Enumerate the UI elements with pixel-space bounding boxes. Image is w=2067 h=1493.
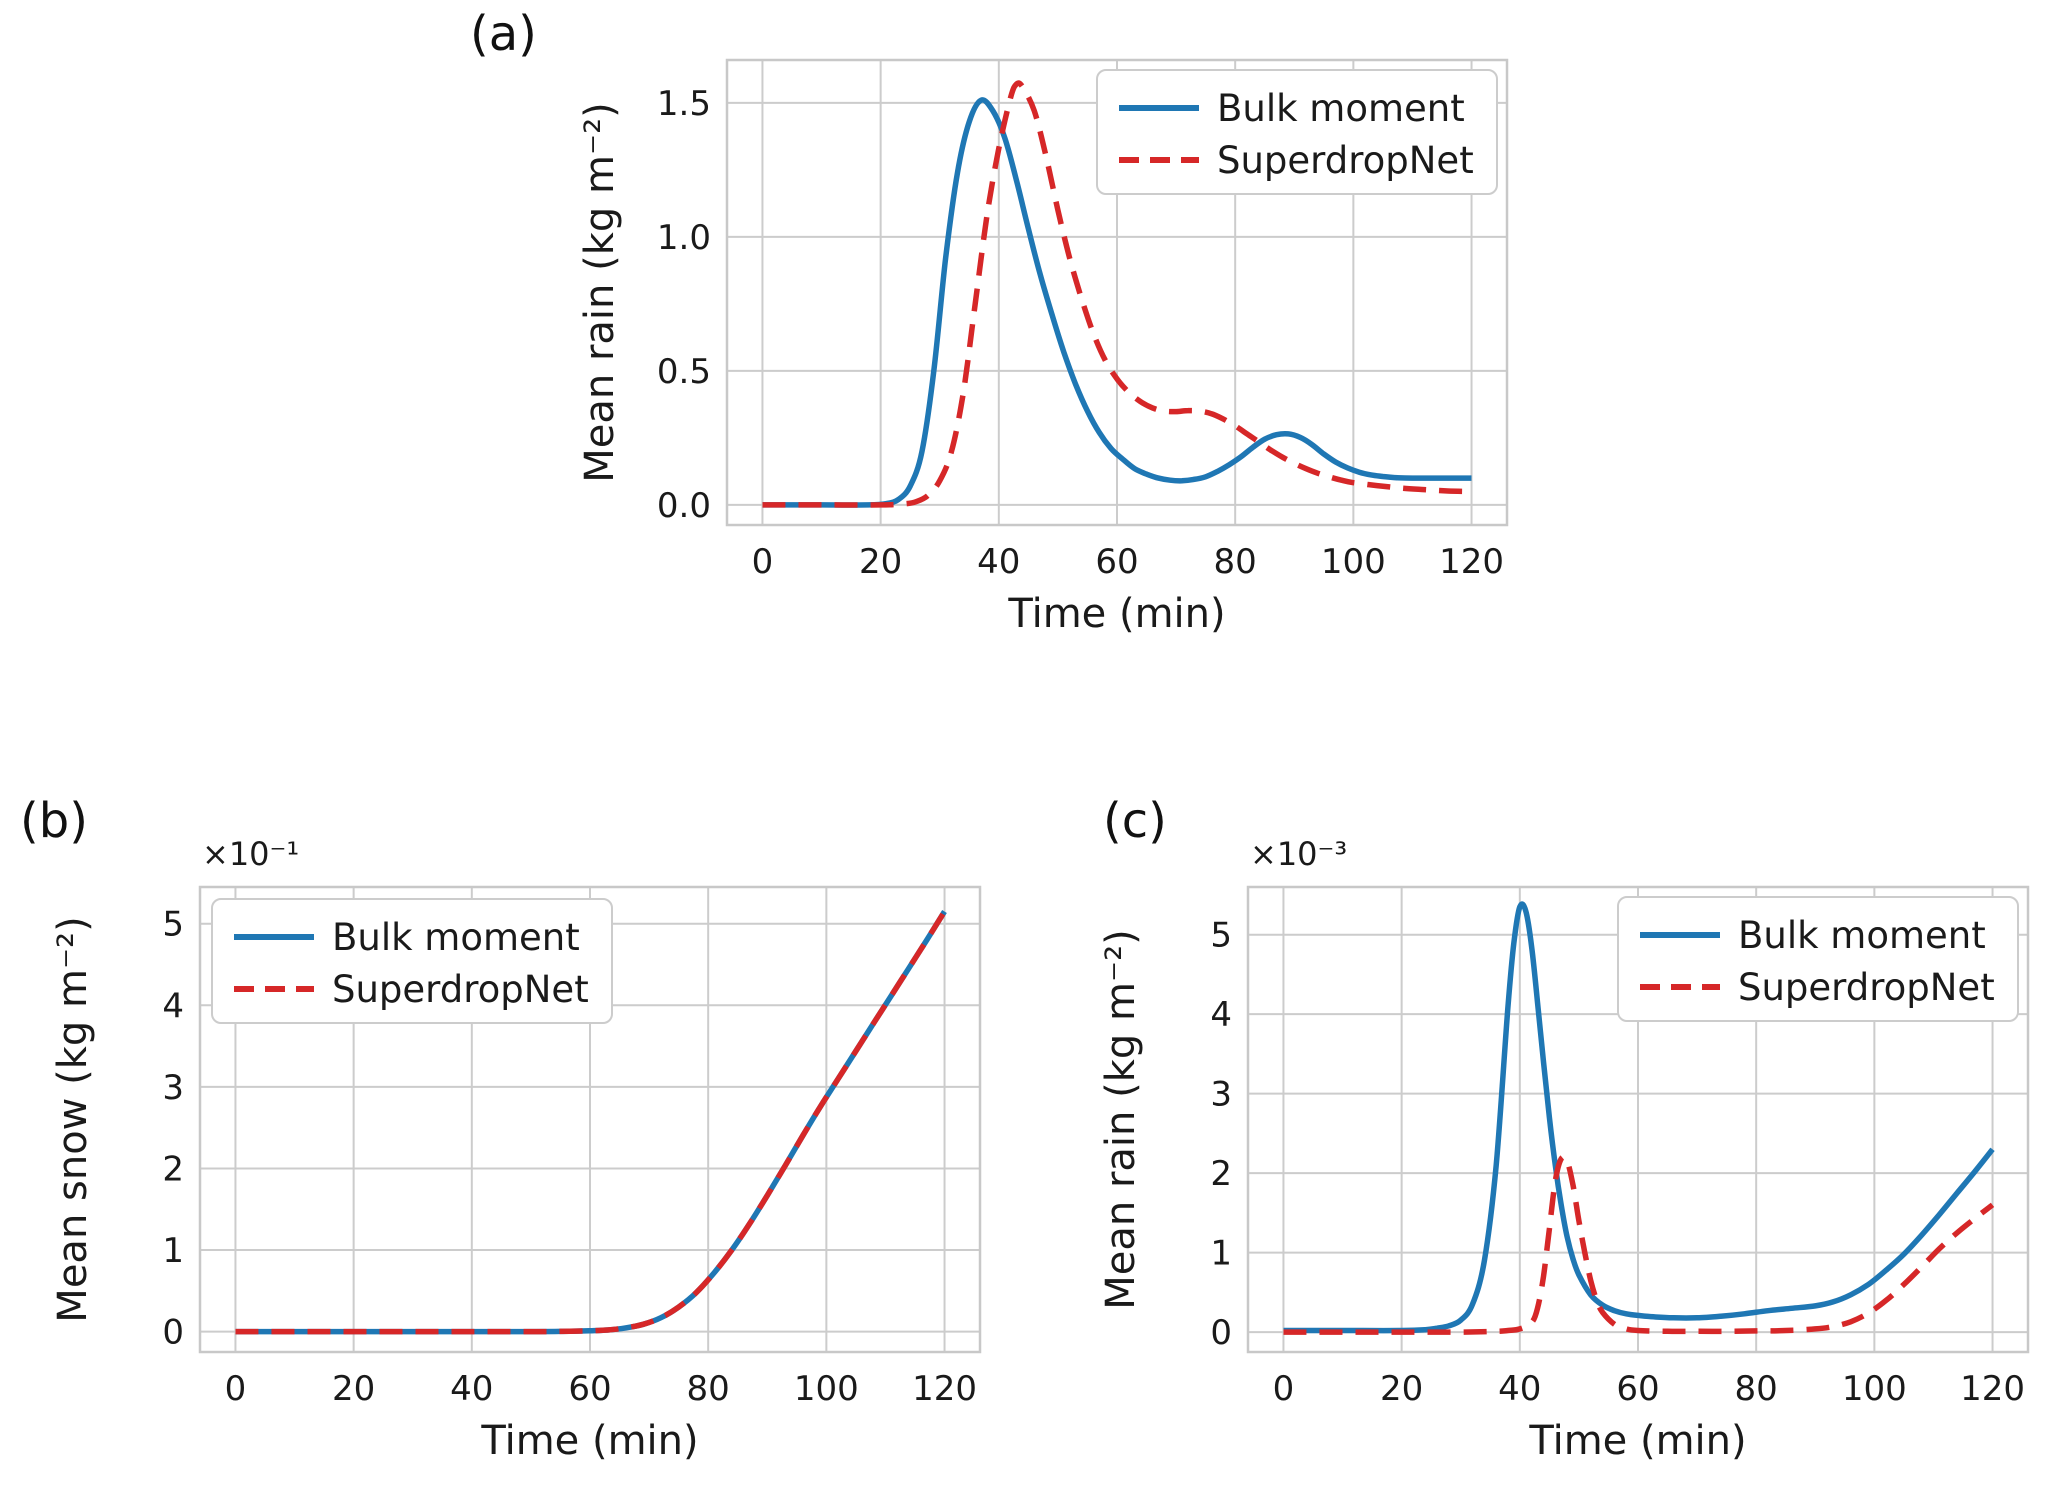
legend-label: Bulk moment [1217, 87, 1465, 130]
x-tick-label: 120 [1439, 542, 1504, 582]
x-tick-label: 0 [225, 1369, 247, 1409]
grid-lines [727, 60, 1507, 525]
legend: Bulk moment SuperdropNet [1617, 896, 2019, 1022]
x-tick-label: 120 [912, 1369, 977, 1409]
series-line-superdropnet [762, 80, 1472, 508]
x-tick-label: 60 [568, 1369, 611, 1409]
y-tick-label: 0.0 [657, 486, 711, 526]
y-tick-label: 5 [162, 905, 184, 945]
y-axis-offset-text: ×10⁻¹ [202, 835, 299, 873]
x-tick-label: 60 [1095, 542, 1138, 582]
chart-panel-c-mean-rain: 0 20 40 60 80 100 120 0 1 2 3 4 5 Time (min) Mean rain… [1098, 835, 2030, 1464]
x-tick-label: 100 [794, 1369, 859, 1409]
x-tick-label: 100 [1321, 542, 1386, 582]
y-tick-label: 1.5 [657, 84, 711, 124]
axes-frame [1246, 885, 2030, 1354]
y-tick-label: 2 [1210, 1154, 1232, 1194]
chart-panel-a-mean-rain: 0 20 40 60 80 100 120 0.0 0.5 1.0 1.5 Time (min) Mea… [577, 58, 1509, 637]
panel-label-a: (a) [470, 6, 537, 62]
series-line-bulk-moment [1283, 901, 1995, 1334]
y-tick-label: 1 [162, 1231, 184, 1271]
series-line-superdropnet [1283, 1154, 1995, 1335]
y-axis-offset-text: ×10⁻³ [1250, 835, 1347, 873]
y-tick-label: 1.0 [657, 218, 711, 258]
panel-label-c: (c) [1103, 793, 1167, 849]
x-tick-label: 80 [1735, 1369, 1778, 1409]
x-tick-label: 80 [1214, 542, 1257, 582]
legend-label: Bulk moment [1738, 914, 1986, 957]
axes-frame [198, 885, 982, 1354]
chart-panel-b-mean-snow: 0 20 40 60 80 100 120 0 1 2 3 4 5 Time (min) Mean snow… [50, 835, 982, 1464]
y-tick-label: 0 [1210, 1313, 1232, 1353]
y-tick-label: 1 [1210, 1234, 1232, 1274]
legend: Bulk moment SuperdropNet [211, 898, 613, 1024]
y-tick-label: 0.5 [657, 352, 711, 392]
series-line-bulk-moment [762, 97, 1472, 508]
series-line-superdropnet [235, 910, 947, 1335]
tick-labels: 0 20 40 60 80 100 120 0 1 2 3 4 5 [1210, 916, 2025, 1409]
x-tick-label: 0 [1273, 1369, 1295, 1409]
x-tick-label: 40 [1498, 1369, 1541, 1409]
y-tick-label: 4 [162, 986, 184, 1026]
x-tick-label: 20 [859, 542, 902, 582]
x-axis-label: Time (min) [1007, 591, 1225, 637]
legend: Bulk moment SuperdropNet [1096, 69, 1498, 195]
y-axis-label: Mean snow (kg m⁻²) [50, 916, 96, 1322]
legend-label: SuperdropNet [1738, 966, 1995, 1009]
y-axis-label: Mean rain (kg m⁻²) [577, 102, 623, 482]
y-tick-label: 5 [1210, 916, 1232, 956]
x-tick-label: 120 [1960, 1369, 2025, 1409]
x-tick-label: 80 [687, 1369, 730, 1409]
x-tick-label: 40 [450, 1369, 493, 1409]
y-tick-label: 4 [1210, 995, 1232, 1035]
x-tick-label: 60 [1616, 1369, 1659, 1409]
x-tick-label: 20 [332, 1369, 375, 1409]
tick-labels: 0 20 40 60 80 100 120 0 1 2 3 4 5 [162, 905, 977, 1409]
x-tick-label: 0 [752, 542, 774, 582]
y-axis-label: Mean rain (kg m⁻²) [1098, 929, 1144, 1309]
x-axis-label: Time (min) [480, 1418, 698, 1464]
legend-label: Bulk moment [332, 916, 580, 959]
x-tick-label: 100 [1842, 1369, 1907, 1409]
y-tick-label: 3 [1210, 1075, 1232, 1115]
axes-frame [725, 58, 1509, 527]
x-axis-label: Time (min) [1528, 1418, 1746, 1464]
x-tick-label: 20 [1380, 1369, 1423, 1409]
y-tick-label: 0 [162, 1313, 184, 1353]
panel-label-b: (b) [20, 793, 88, 849]
legend-label: SuperdropNet [1217, 139, 1474, 182]
x-tick-label: 40 [977, 542, 1020, 582]
y-tick-label: 2 [162, 1149, 184, 1189]
y-tick-label: 3 [162, 1068, 184, 1108]
legend-label: SuperdropNet [332, 968, 589, 1011]
tick-labels: 0 20 40 60 80 100 120 0.0 0.5 1.0 1.5 [657, 84, 1504, 582]
